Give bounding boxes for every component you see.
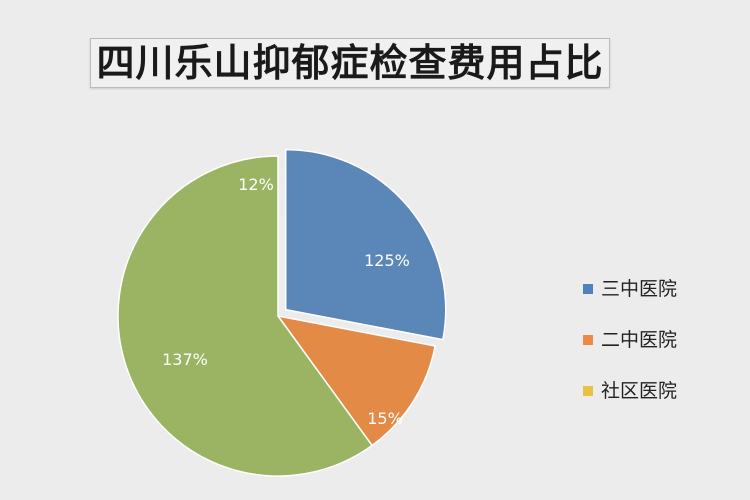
data-label: 12% (238, 175, 274, 194)
legend-label: 二中医院 (601, 329, 677, 351)
legend-label: 社区医院 (601, 380, 677, 402)
legend-swatch (583, 284, 593, 294)
data-label: 15% (367, 409, 403, 428)
data-label: 125% (364, 251, 410, 270)
pie-slice-2 (117, 155, 374, 477)
data-label: 137% (162, 350, 208, 369)
pie-slice-0 (284, 148, 447, 341)
legend-swatch (583, 335, 593, 345)
legend-label: 三中医院 (601, 278, 677, 300)
legend-swatch (583, 386, 593, 396)
chart-title: 四川乐山抑郁症检查费用占比 (90, 38, 610, 88)
pie-slice-1 (276, 314, 437, 447)
